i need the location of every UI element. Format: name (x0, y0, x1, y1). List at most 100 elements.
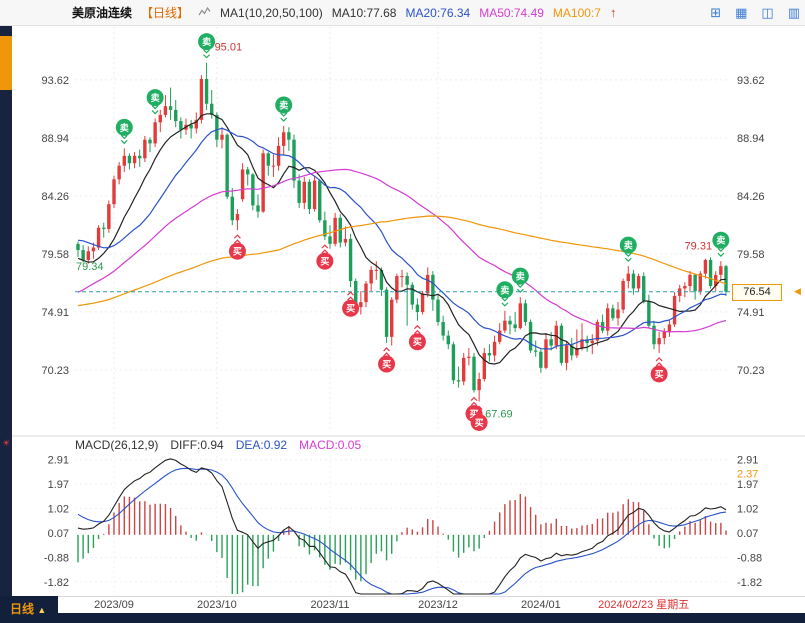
candle[interactable] (549, 339, 553, 346)
candle[interactable] (251, 174, 255, 206)
candle[interactable] (426, 274, 430, 294)
candle[interactable] (328, 236, 332, 244)
candle[interactable] (369, 269, 373, 284)
candle[interactable] (148, 139, 152, 144)
candle[interactable] (312, 180, 317, 210)
candle[interactable] (539, 351, 543, 368)
candle[interactable] (204, 78, 209, 104)
candle[interactable] (410, 284, 414, 305)
candle[interactable] (626, 273, 630, 282)
period-up-arrow-icon[interactable]: ▲ (37, 605, 47, 615)
candle[interactable] (359, 302, 363, 308)
candle[interactable] (395, 276, 399, 300)
candle[interactable] (703, 259, 708, 274)
indicator-settings-icon[interactable] (198, 6, 211, 19)
candle[interactable] (606, 308, 610, 331)
candle[interactable] (210, 103, 214, 115)
candle[interactable] (240, 169, 245, 200)
candle[interactable] (431, 274, 435, 300)
candle[interactable] (107, 204, 111, 229)
candle[interactable] (282, 132, 286, 146)
buy-marker[interactable] (470, 413, 488, 431)
candle[interactable] (292, 139, 296, 181)
candle[interactable] (667, 324, 672, 332)
candle[interactable] (472, 356, 476, 391)
candle[interactable] (482, 352, 486, 379)
candle[interactable] (662, 331, 666, 339)
buy-marker[interactable] (378, 355, 396, 373)
candle[interactable] (611, 308, 615, 319)
candle[interactable] (559, 325, 564, 363)
candle[interactable] (179, 121, 183, 130)
layout-quad-icon[interactable]: ▦ (735, 4, 748, 20)
candle[interactable] (374, 269, 378, 271)
candle[interactable] (343, 238, 348, 243)
candle[interactable] (415, 304, 420, 313)
settings-icon[interactable]: ☀ (1, 438, 11, 448)
candle[interactable] (86, 251, 90, 260)
candle[interactable] (688, 274, 692, 286)
sell-marker[interactable] (115, 118, 133, 136)
candle[interactable] (580, 339, 584, 348)
sell-marker[interactable] (198, 33, 216, 51)
candle[interactable] (163, 106, 168, 115)
candle[interactable] (91, 247, 96, 252)
candle[interactable] (683, 285, 687, 289)
buy-marker[interactable] (316, 252, 334, 270)
candle[interactable] (570, 345, 574, 356)
period-tag[interactable]: 【日线】 (141, 6, 190, 20)
candle[interactable] (96, 227, 101, 248)
candle[interactable] (487, 352, 492, 356)
candle[interactable] (318, 180, 322, 221)
candle[interactable] (436, 299, 440, 322)
candle[interactable] (390, 299, 394, 337)
candle[interactable] (307, 181, 312, 210)
candle[interactable] (122, 155, 126, 166)
candle[interactable] (636, 276, 641, 289)
candle[interactable] (528, 321, 533, 351)
sell-marker[interactable] (712, 231, 730, 249)
sell-marker[interactable] (275, 96, 293, 114)
candle[interactable] (477, 378, 481, 391)
candle[interactable] (174, 109, 178, 122)
candle[interactable] (276, 145, 281, 166)
candle[interactable] (194, 119, 198, 129)
candle[interactable] (523, 303, 528, 322)
candle[interactable] (498, 330, 502, 342)
candle[interactable] (256, 205, 260, 212)
candle[interactable] (708, 259, 713, 286)
candle[interactable] (266, 153, 270, 166)
candle[interactable] (127, 155, 132, 164)
strip-scroll-indicator[interactable] (0, 36, 12, 90)
candle[interactable] (513, 324, 517, 329)
candle[interactable] (117, 165, 121, 180)
candle[interactable] (616, 309, 620, 319)
candle[interactable] (143, 139, 147, 159)
buy-marker[interactable] (650, 365, 668, 383)
candle[interactable] (642, 276, 646, 301)
candle[interactable] (724, 266, 728, 292)
candle[interactable] (297, 180, 301, 203)
candle[interactable] (364, 283, 368, 303)
candle[interactable] (518, 303, 522, 329)
candle[interactable] (492, 341, 497, 356)
candle[interactable] (384, 289, 389, 337)
candle[interactable] (323, 220, 327, 237)
candle[interactable] (168, 106, 173, 110)
candle[interactable] (225, 134, 229, 197)
candle[interactable] (451, 344, 456, 381)
candle[interactable] (354, 281, 358, 308)
candle[interactable] (441, 321, 445, 336)
candle[interactable] (132, 155, 137, 164)
candle[interactable] (585, 339, 589, 344)
candle[interactable] (287, 132, 291, 140)
layout-rows-icon[interactable]: ▥ (787, 4, 800, 20)
candle[interactable] (456, 380, 461, 382)
candle[interactable] (503, 320, 507, 331)
candle[interactable] (564, 345, 569, 363)
sell-marker[interactable] (146, 89, 164, 107)
sell-marker[interactable] (511, 267, 529, 285)
sell-marker[interactable] (619, 236, 637, 254)
candle[interactable] (215, 114, 219, 140)
candle[interactable] (189, 124, 193, 129)
